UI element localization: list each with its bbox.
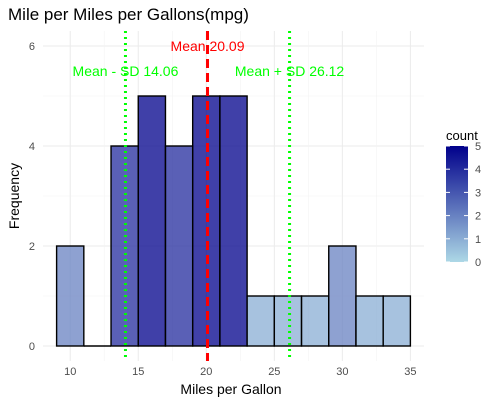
x-tick-label: 20 bbox=[200, 366, 212, 378]
x-tick-label: 30 bbox=[336, 366, 348, 378]
legend-ticks: 0 1 2 3 4 5 bbox=[446, 141, 481, 269]
histogram-bar bbox=[273, 295, 303, 347]
y-tick-label: 0 bbox=[29, 341, 35, 353]
histogram-bar bbox=[355, 295, 384, 347]
legend-tick-label: 2 bbox=[475, 211, 481, 223]
histogram-bar bbox=[328, 245, 357, 347]
legend-title: count bbox=[446, 128, 478, 143]
histogram-bar bbox=[137, 95, 167, 347]
y-tick-label: 4 bbox=[29, 141, 35, 153]
legend-tick-label: 4 bbox=[475, 164, 481, 176]
histogram-bar bbox=[164, 145, 194, 347]
histogram-bars bbox=[55, 95, 412, 347]
x-tick-label: 10 bbox=[64, 366, 76, 378]
legend-tick-label: 1 bbox=[475, 234, 481, 246]
reference-line-label: Mean + SD 26.12 bbox=[235, 63, 345, 79]
color-legend: count 0 1 2 3 4 5 bbox=[446, 128, 481, 269]
histogram-bar bbox=[246, 295, 276, 347]
reference-line-label: Mean - SD 14.06 bbox=[73, 63, 179, 79]
x-tick-label: 25 bbox=[268, 366, 280, 378]
reference-line-label: Mean 20.09 bbox=[171, 38, 245, 54]
y-axis-ticks: 0 2 4 6 bbox=[29, 41, 35, 353]
x-tick-label: 15 bbox=[132, 366, 144, 378]
legend-tick-label: 0 bbox=[475, 257, 481, 269]
legend-tick-label: 5 bbox=[475, 141, 481, 153]
x-tick-label: 35 bbox=[404, 366, 416, 378]
histogram-bar bbox=[300, 295, 330, 347]
y-tick-label: 6 bbox=[29, 41, 35, 53]
legend-colorbar bbox=[446, 146, 468, 262]
y-axis-label: Frequency bbox=[6, 163, 22, 229]
histogram-bar bbox=[382, 295, 412, 347]
histogram-bar bbox=[55, 245, 85, 347]
legend-tick-label: 3 bbox=[475, 187, 481, 199]
x-axis-label: Miles per Gallon bbox=[180, 381, 281, 397]
chart-title: Mile per Miles per Gallons(mpg) bbox=[8, 5, 249, 24]
reference-lines: Mean 20.09 Mean - SD 14.06 Mean + SD 26.12 bbox=[73, 31, 345, 361]
y-tick-label: 2 bbox=[29, 241, 35, 253]
histogram-bar bbox=[219, 95, 248, 347]
x-axis-ticks: 10 15 20 25 30 35 bbox=[64, 366, 416, 378]
